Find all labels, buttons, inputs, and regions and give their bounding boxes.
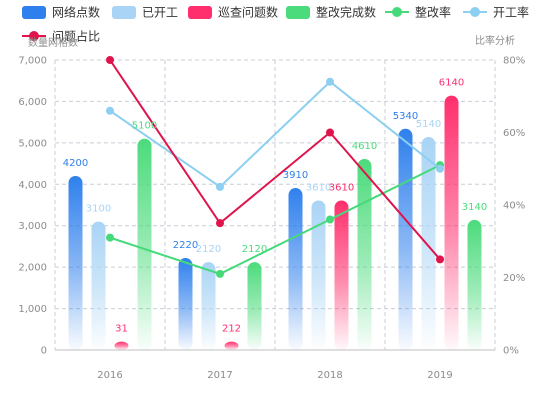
y-right-tick-label: 40% xyxy=(503,201,525,212)
bar xyxy=(178,258,193,350)
legend-label: 问题占比 xyxy=(52,29,100,44)
bar xyxy=(114,341,129,350)
series-point xyxy=(216,269,224,278)
x-axis: 2016 2017 2018 2019 xyxy=(97,370,452,381)
y-left-tick-label: 5,000 xyxy=(18,138,47,149)
bar xyxy=(201,262,216,350)
legend-label: 整改率 xyxy=(415,5,451,20)
series-point xyxy=(326,77,334,86)
series-line xyxy=(109,80,441,189)
bar-data-label: 5140 xyxy=(416,119,441,130)
y-right-tick-label: 20% xyxy=(503,273,525,284)
series-line xyxy=(109,164,441,275)
y-left-tick-label: 6,000 xyxy=(18,97,47,108)
bar-data-label: 3140 xyxy=(462,202,487,213)
series-point xyxy=(326,215,334,224)
legend-swatch xyxy=(188,6,212,19)
bar xyxy=(137,138,152,350)
bar-data-label: 3100 xyxy=(86,204,111,215)
bar-data-label: 4200 xyxy=(63,158,88,169)
series-point xyxy=(216,182,224,191)
bar-data-label: 2120 xyxy=(196,244,221,255)
bar xyxy=(68,176,83,350)
legend-swatch xyxy=(112,6,136,19)
bar-data-label: 3610 xyxy=(306,182,331,193)
x-tick-label: 2016 xyxy=(97,370,122,381)
legend-swatch xyxy=(286,6,310,19)
data-labels: 4200 2220 3910 5340 3100 2120 3610 5140 31 212 361… xyxy=(63,78,487,335)
series-point xyxy=(436,255,444,264)
y-left-axis-title: 数量网格数 xyxy=(28,36,78,49)
bar xyxy=(91,221,106,350)
series-point xyxy=(326,128,334,137)
bar xyxy=(421,137,436,350)
lines xyxy=(106,56,444,278)
bar xyxy=(288,188,303,350)
bar-data-label: 31 xyxy=(115,324,128,335)
legend-label: 已开工 xyxy=(142,6,178,20)
y-left-tick-label: 7,000 xyxy=(18,56,47,67)
bar-data-label: 2120 xyxy=(242,244,267,255)
bar xyxy=(311,200,326,350)
bars xyxy=(68,95,482,350)
y-right-tick-label: 80% xyxy=(503,56,525,67)
x-tick-label: 2017 xyxy=(207,370,232,381)
bar-data-label: 3610 xyxy=(329,182,354,193)
legend-swatch-dot xyxy=(392,7,402,17)
legend-swatch-dot xyxy=(470,7,480,17)
bar-data-label: 5100 xyxy=(132,121,157,132)
y-right-axis: 0% 20% 40% 60% 80% xyxy=(503,56,525,357)
series-point xyxy=(106,56,114,64)
bar xyxy=(398,128,413,350)
bar-data-label: 6140 xyxy=(439,78,464,89)
bar-data-label: 2220 xyxy=(173,240,198,251)
bar-data-label: 5340 xyxy=(393,111,418,122)
legend-swatch-dot xyxy=(29,31,39,41)
legend-label: 网络点数 xyxy=(52,5,100,20)
bar xyxy=(467,219,482,350)
bar xyxy=(357,159,372,350)
bar-data-label: 212 xyxy=(222,324,241,335)
legend-swatch xyxy=(22,6,46,19)
x-tick-label: 2019 xyxy=(427,370,452,381)
y-right-tick-label: 60% xyxy=(503,128,525,139)
series-point xyxy=(106,233,114,242)
series-point xyxy=(106,106,114,115)
bar xyxy=(247,262,262,350)
bar-data-label: 3910 xyxy=(283,170,308,181)
bar-data-label: 4610 xyxy=(352,141,377,152)
legend-label: 巡查问题数 xyxy=(218,5,278,20)
y-left-tick-label: 4,000 xyxy=(18,180,47,191)
y-left-tick-label: 2,000 xyxy=(18,263,47,274)
y-right-axis-title: 比率分析 xyxy=(475,34,515,47)
series-line xyxy=(109,59,441,261)
legend-label: 整改完成数 xyxy=(316,5,376,20)
y-left-tick-label: 0 xyxy=(41,346,47,357)
bar xyxy=(224,341,239,350)
bar xyxy=(334,200,349,350)
bar xyxy=(444,95,459,350)
y-left-axis: 0 1,000 2,000 3,000 4,000 5,000 6,000 7,000 xyxy=(18,56,47,357)
series-point xyxy=(436,164,444,173)
x-tick-label: 2018 xyxy=(317,370,342,381)
legend-label: 开工率 xyxy=(493,5,529,20)
y-left-tick-label: 3,000 xyxy=(18,221,47,232)
y-left-tick-label: 1,000 xyxy=(18,304,47,315)
series-point xyxy=(216,219,224,228)
y-right-tick-label: 0% xyxy=(503,346,519,357)
